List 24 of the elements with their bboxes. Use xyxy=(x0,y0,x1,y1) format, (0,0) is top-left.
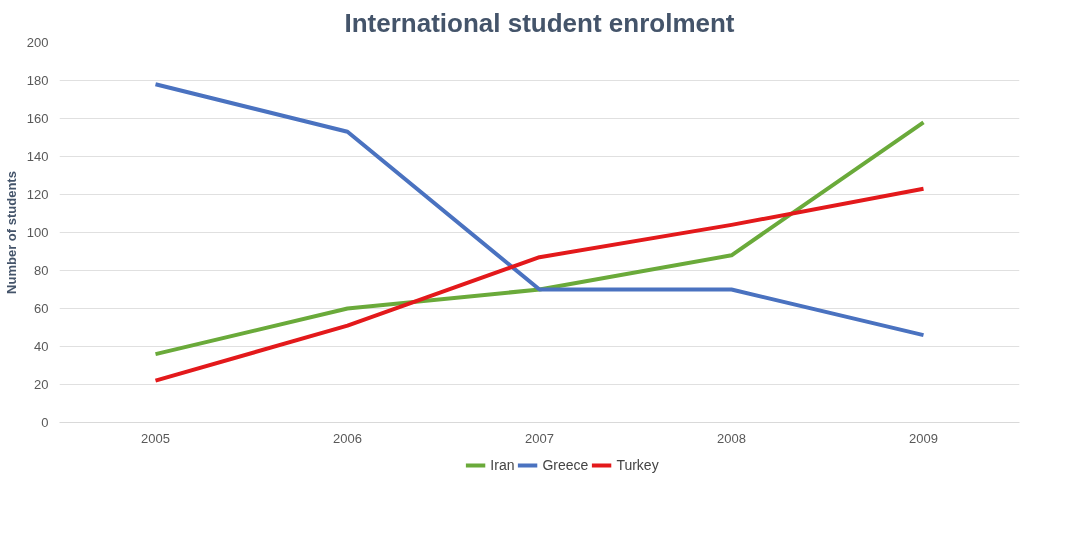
y-tick-label: 60 xyxy=(34,301,49,316)
y-tick-label: 0 xyxy=(41,415,49,430)
line-series xyxy=(153,186,926,383)
line-series xyxy=(153,82,926,338)
y-tick-label: 100 xyxy=(26,225,49,240)
y-tick-label: 120 xyxy=(26,187,49,202)
y-tick-label: 40 xyxy=(34,339,49,354)
y-axis-title: Number of students xyxy=(3,171,19,294)
y-tick-label: 180 xyxy=(26,73,49,88)
y-tick-label: 80 xyxy=(34,263,49,278)
legend-label: Iran xyxy=(490,457,515,473)
y-tick-label: 140 xyxy=(26,149,49,164)
x-tick-label: 2007 xyxy=(525,430,554,446)
legend-label: Greece xyxy=(542,457,589,473)
x-tick-label: 2006 xyxy=(333,430,362,446)
x-tick-label: 2009 xyxy=(909,430,938,446)
x-tick-label: 2005 xyxy=(141,430,170,446)
legend-label: Turkey xyxy=(616,457,659,473)
y-tick-label: 160 xyxy=(26,111,49,126)
y-tick-label: 200 xyxy=(26,35,49,50)
x-tick-label: 2008 xyxy=(717,430,746,446)
y-tick-label: 20 xyxy=(34,377,49,392)
chart-title: International student enrolment xyxy=(344,7,735,38)
line-series xyxy=(153,120,926,357)
